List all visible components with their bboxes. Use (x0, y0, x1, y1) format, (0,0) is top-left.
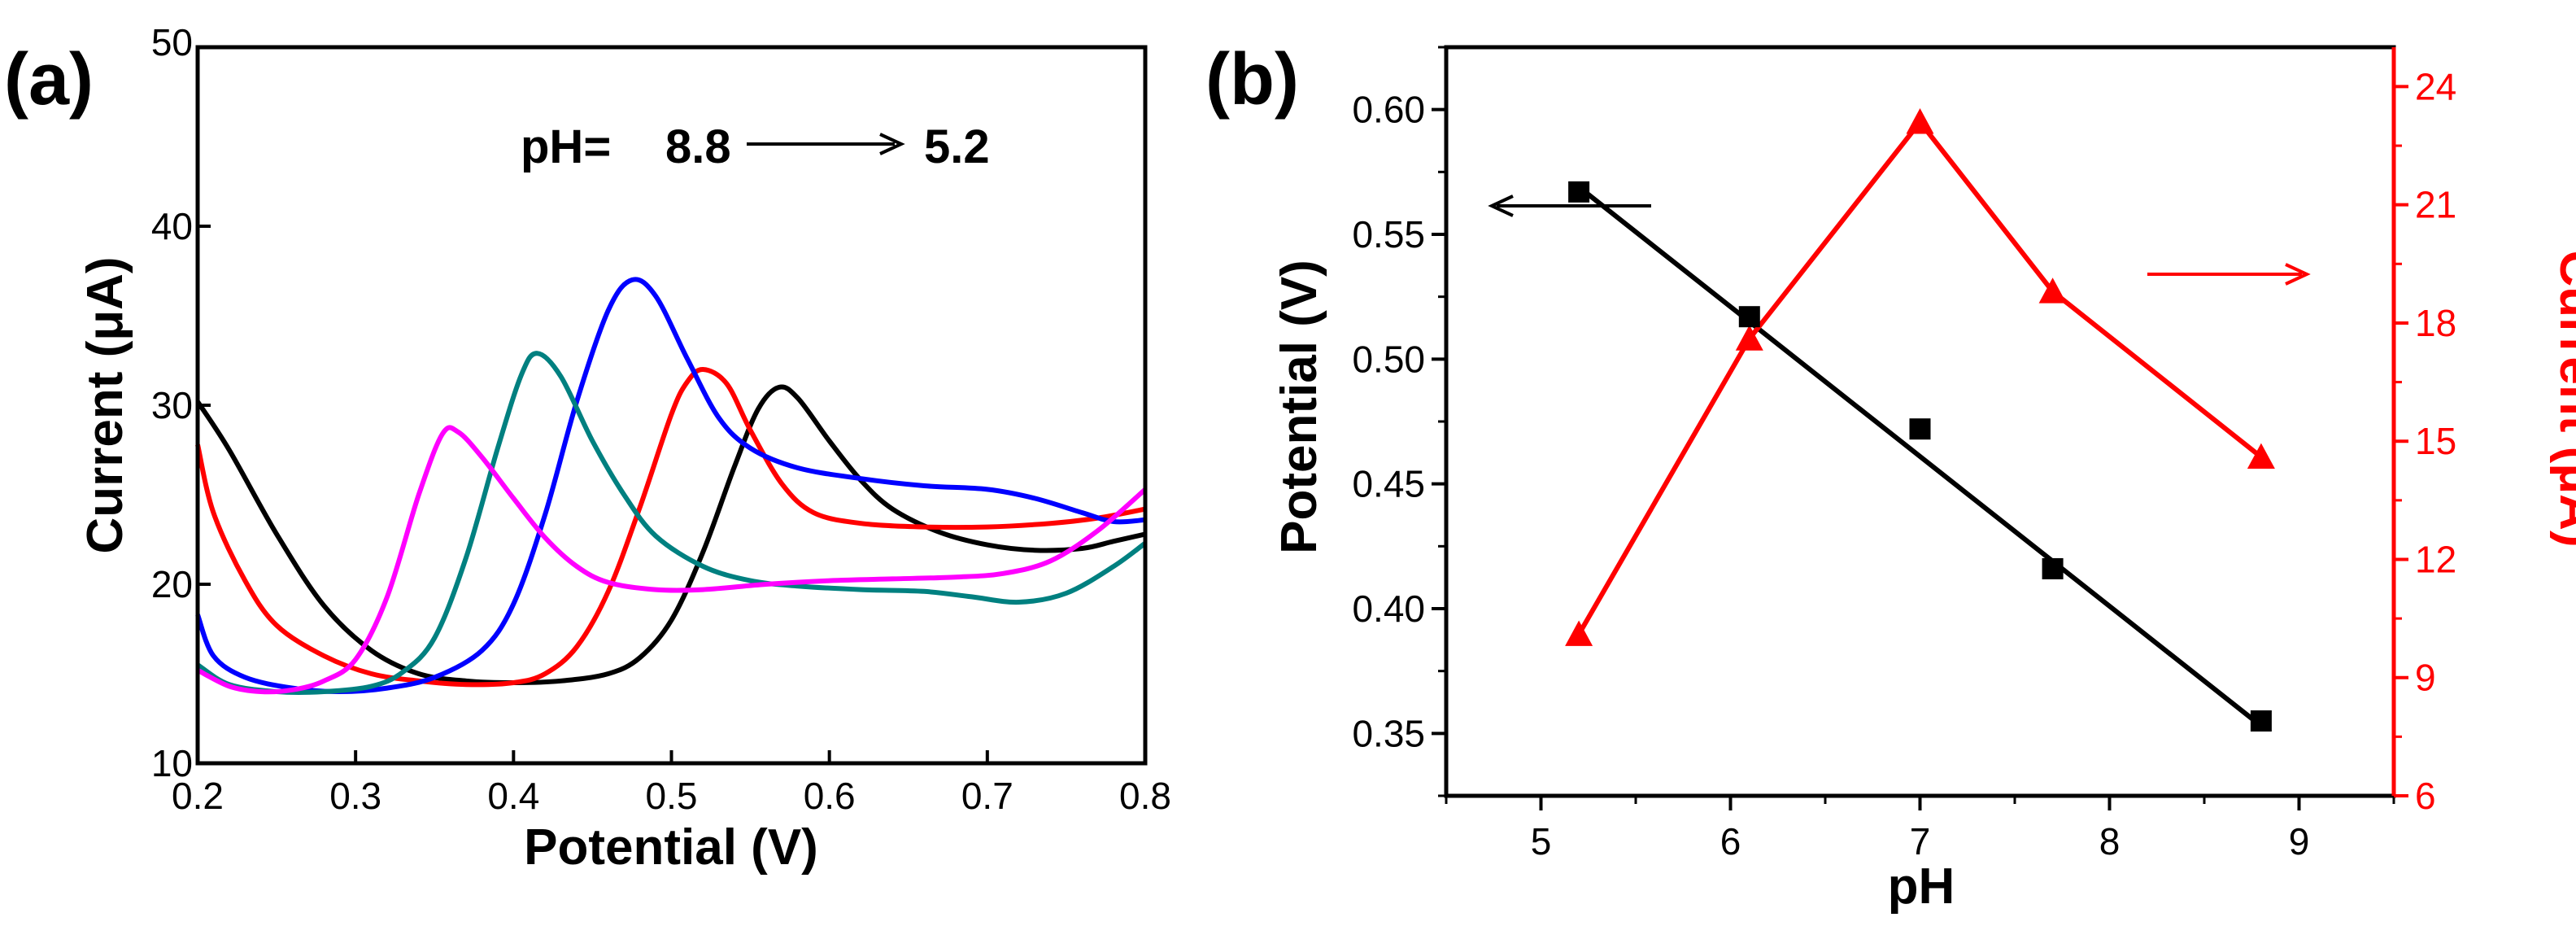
panel-b-x-axis-title: pH (1888, 858, 1955, 915)
panel-b-left-y-axis-title: Potential (V) (1271, 260, 1327, 554)
left-arrow-head (1488, 194, 1514, 217)
panel-b-right-y-axis-title: Current (μA) (2549, 250, 2576, 547)
current-point-marker (2038, 277, 2067, 304)
panel-a-series-line-1 (195, 367, 1146, 688)
panel-b: (b) 5 6 7 8 9 0.35 0.40 0.45 0.50 0.55 0.60 6 9 12 1… (1205, 39, 2576, 915)
current-point-marker (1735, 325, 1763, 351)
panel-b-right-y-tick-label: 24 (2415, 65, 2456, 107)
left-axis-pointer-arrow (1488, 194, 1651, 217)
panel-b-right-y-tick-label: 9 (2415, 657, 2436, 699)
panel-b-right-y-tick-label: 6 (2415, 775, 2436, 817)
panel-a-x-tick-label: 0.6 (804, 775, 856, 817)
panel-a-series-line-2 (195, 277, 1146, 694)
potential-point-marker (2250, 710, 2272, 732)
panel-a-x-tick-label: 0.4 (487, 775, 539, 817)
potential-point-marker (1568, 181, 1590, 203)
panel-b-x-tick-label: 6 (1720, 820, 1741, 863)
panel-b-left-y-tick-label: 0.60 (1352, 89, 1425, 131)
current-point-marker (1565, 620, 1593, 646)
current-point-marker (1906, 108, 1934, 134)
panel-a-y-axis-title: Current (μA) (77, 256, 133, 553)
panel-b-right-y-tick-label: 12 (2415, 538, 2456, 580)
panel-b-left-y-tick-label: 0.50 (1352, 338, 1425, 380)
panel-a-y-tick-label: 50 (151, 21, 193, 63)
panel-a-y-tick-label: 40 (151, 205, 193, 247)
panel-a-label: (a) (4, 39, 94, 120)
panel-b-x-tick-label: 9 (2289, 820, 2310, 863)
panel-b-right-y-tick-label: 18 (2415, 302, 2456, 344)
panel-a-series-line-0 (195, 384, 1146, 685)
potential-point-marker (2042, 557, 2064, 579)
panel-a-ph-annotation: pH= 8.8 5.2 (521, 120, 990, 173)
ph-end-value: 5.2 (924, 120, 990, 173)
panel-b-x-tick-label: 8 (2099, 820, 2121, 863)
panel-b-x-ticks: 5 6 7 8 9 (1445, 796, 2395, 863)
ph-arrow-head (879, 133, 905, 155)
panel-b-right-y-ticks: 6 9 12 15 18 21 24 (2394, 65, 2456, 817)
panel-a-curves (195, 277, 1147, 695)
panel-a-x-tick-label: 0.3 (329, 775, 381, 817)
panel-a-x-ticks: 0.2 0.3 0.4 0.5 0.6 0.7 0.8 (172, 750, 1171, 817)
panel-a: (a) 0.2 0.3 0.4 0.5 0.6 0.7 0.8 10 20 30 40 50 Pot… (4, 21, 1171, 876)
panel-a-y-ticks: 10 20 30 40 50 (151, 21, 211, 784)
panel-a-x-tick-label: 0.8 (1119, 775, 1171, 817)
panel-b-right-y-tick-label: 21 (2415, 184, 2456, 226)
ph-start-value: 8.8 (665, 120, 731, 173)
right-arrow-head (2285, 263, 2311, 286)
panel-b-left-y-tick-label: 0.55 (1352, 213, 1425, 256)
panel-a-y-tick-label: 20 (151, 563, 193, 605)
right-axis-pointer-arrow (2147, 263, 2311, 286)
ph-label: pH= (521, 120, 611, 173)
panel-a-y-tick-label: 30 (151, 384, 193, 426)
panel-a-series-line-3 (196, 351, 1147, 695)
panel-a-x-tick-label: 0.7 (961, 775, 1013, 817)
potential-point-marker (1909, 418, 1931, 440)
panel-a-x-axis-title: Potential (V) (524, 819, 818, 876)
panel-b-left-y-tick-label: 0.45 (1352, 463, 1425, 505)
panel-a-x-tick-label: 0.2 (172, 775, 224, 817)
panel-a-y-tick-label: 10 (151, 742, 193, 784)
panel-b-label: (b) (1205, 39, 1299, 120)
potential-fit-line (1577, 185, 2263, 728)
current-series-line (1576, 118, 2263, 636)
potential-point-marker (1738, 306, 1760, 328)
panel-b-right-y-tick-label: 15 (2415, 420, 2456, 462)
panel-b-plot (1565, 108, 2275, 732)
panel-b-left-y-tick-label: 0.40 (1352, 587, 1425, 630)
panel-b-left-y-ticks: 0.35 0.40 0.45 0.50 0.55 0.60 (1352, 46, 1446, 797)
panel-b-x-tick-label: 5 (1531, 820, 1552, 863)
panel-b-left-y-tick-label: 0.35 (1352, 712, 1425, 754)
current-point-marker (2247, 443, 2275, 470)
panel-a-x-tick-label: 0.5 (646, 775, 698, 817)
panel-a-series-line-4 (196, 425, 1147, 695)
panel-b-x-tick-label: 7 (1910, 820, 1931, 863)
